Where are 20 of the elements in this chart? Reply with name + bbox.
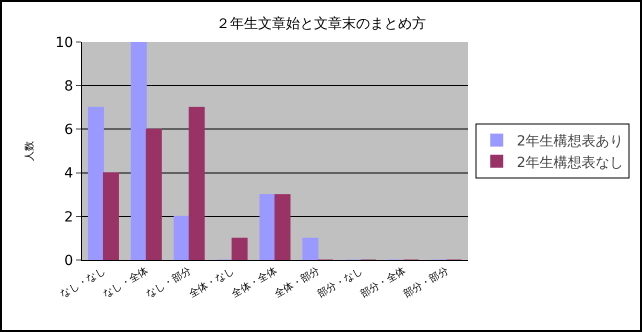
- legend-label: 2年生構想表なし: [516, 154, 624, 171]
- y-tick-label: 8: [64, 78, 74, 94]
- y-tick-label: 4: [64, 166, 74, 182]
- y-axis-title: 人数: [24, 141, 36, 161]
- bar: [188, 106, 205, 260]
- bar: [102, 172, 119, 260]
- bar: [174, 216, 190, 260]
- bar: [130, 42, 147, 260]
- bar: [232, 238, 248, 260]
- bar: [88, 106, 104, 260]
- y-tick-label: 2: [64, 209, 74, 226]
- y-tick-label: 6: [64, 122, 74, 138]
- bar: [302, 238, 318, 260]
- y-tick-label: 10: [55, 34, 74, 51]
- bar: [146, 128, 162, 260]
- chart-title: ２年生文章始と文章末のまとめ方: [216, 16, 426, 32]
- y-tick-label: 0: [64, 252, 74, 269]
- legend-label: 2年生構想表あり: [516, 134, 624, 150]
- bar: [259, 194, 276, 260]
- bar: [274, 194, 291, 260]
